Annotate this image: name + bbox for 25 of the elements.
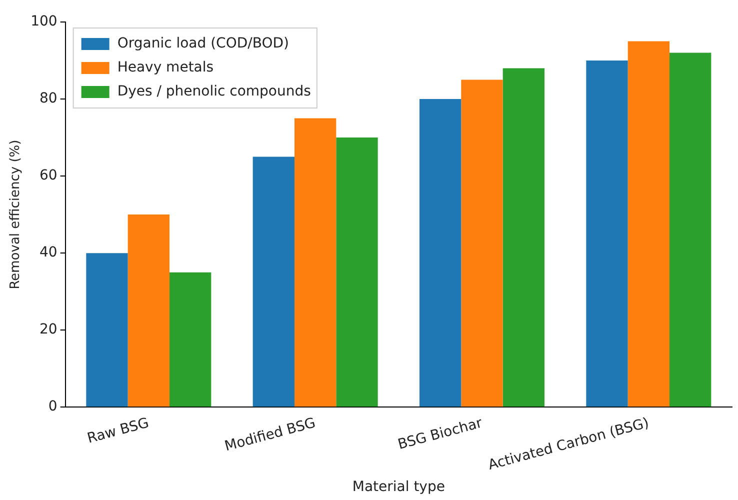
y-tick-label: 80 [39,90,58,107]
bar [502,68,544,407]
bar [670,52,712,407]
y-tick-label: 100 [30,14,58,30]
bar [128,214,170,407]
bar [628,41,670,407]
legend-label: Heavy metals [117,60,214,76]
bar [169,272,212,407]
bar [336,138,378,407]
y-tick-label: 40 [39,244,58,261]
bar [294,118,336,407]
y-tick-label: 60 [39,168,58,184]
legend-label: Organic load (COD/BOD) [117,36,289,52]
legend-label: Dyes / phenolic compounds [117,84,311,100]
y-axis-title: Removal efficiency (%) [8,140,24,290]
bar [586,60,628,407]
bar [461,80,503,407]
bar [419,99,462,407]
x-tick-label: Raw BSG [86,415,151,447]
x-tick-label: BSG Biochar [396,415,484,453]
bar [86,253,128,407]
x-axis-title: Material type [352,479,445,496]
y-tick-label: 20 [39,322,58,338]
bar [252,156,294,407]
y-tick-label: 0 [48,398,58,415]
